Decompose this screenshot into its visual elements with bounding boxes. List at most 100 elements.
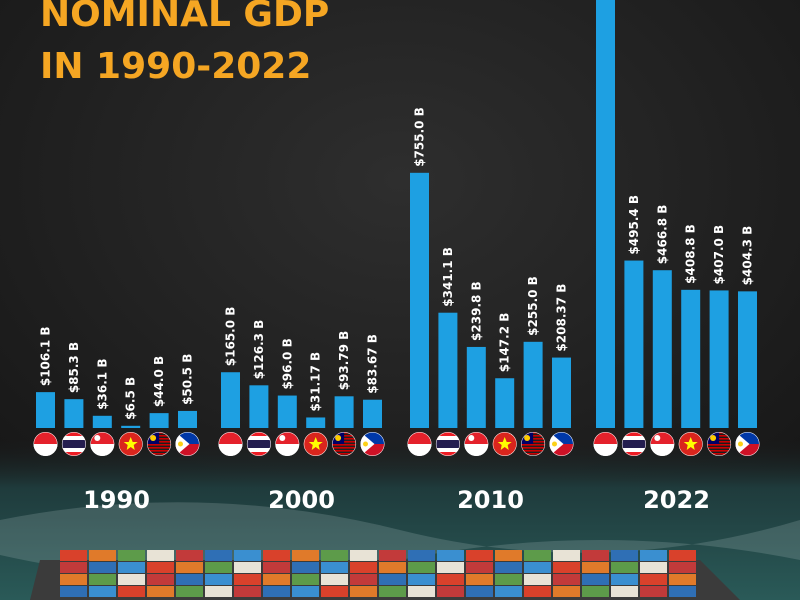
flag-part [275, 432, 300, 444]
container [379, 586, 406, 597]
flag-part [218, 432, 243, 444]
container [118, 550, 145, 561]
container [292, 574, 319, 585]
container [147, 574, 174, 585]
container [408, 550, 435, 561]
container [611, 550, 638, 561]
flag-part [707, 447, 732, 449]
flag-part [707, 450, 732, 452]
container [553, 562, 580, 573]
year-label: 2010 [457, 486, 524, 514]
bar [624, 260, 644, 428]
container [495, 574, 522, 585]
flag-part [464, 444, 489, 456]
flag [650, 432, 675, 456]
flag [593, 432, 618, 456]
value-label: $83.67 B [366, 334, 380, 394]
container [669, 586, 696, 597]
bar [681, 289, 701, 428]
container [234, 562, 261, 573]
container [263, 562, 290, 573]
container [60, 586, 87, 597]
bar [596, 0, 615, 428]
value-label: $44.0 B [152, 356, 166, 407]
container [292, 550, 319, 561]
flag [246, 432, 271, 456]
bar [552, 357, 571, 428]
bar [121, 425, 141, 428]
container [466, 562, 493, 573]
container [669, 562, 696, 573]
flag-part [90, 444, 115, 456]
ship [30, 550, 740, 600]
container [321, 586, 348, 597]
value-label: $408.8 B [684, 224, 698, 284]
container [437, 586, 464, 597]
bar [363, 399, 382, 428]
container [292, 562, 319, 573]
container [466, 550, 493, 561]
container [89, 574, 116, 585]
value-label: $407.0 B [712, 225, 726, 285]
container [379, 550, 406, 561]
bar [36, 392, 55, 428]
flag-part [521, 444, 546, 446]
container [582, 574, 609, 585]
value-label: $6.5 B [124, 377, 138, 420]
flag [61, 432, 86, 456]
container [379, 574, 406, 585]
flag [332, 432, 357, 456]
flag-part [147, 444, 172, 446]
container [205, 574, 232, 585]
flag-part [621, 440, 646, 448]
container [321, 562, 348, 573]
container [321, 550, 348, 561]
container [263, 574, 290, 585]
value-label: $255.0 B [526, 276, 540, 336]
flag-part [552, 441, 557, 447]
flag [407, 432, 432, 456]
flag-part [683, 437, 698, 450]
flag-part [468, 435, 475, 441]
bar [495, 378, 515, 428]
flag [464, 432, 489, 456]
flag-part [650, 444, 675, 456]
container [60, 550, 87, 561]
container [118, 562, 145, 573]
bar [466, 346, 486, 428]
flag-part [738, 441, 743, 447]
flag-part [654, 435, 661, 441]
container [118, 586, 145, 597]
container [466, 574, 493, 585]
flag [118, 432, 143, 456]
container [321, 574, 348, 585]
container [176, 562, 203, 573]
container [292, 586, 319, 597]
flag-part [332, 453, 357, 455]
bar [178, 410, 197, 428]
year-label: 2022 [643, 486, 710, 514]
bar [410, 172, 429, 428]
flag [678, 432, 703, 456]
year-label: 1990 [83, 486, 150, 514]
flag-part [363, 441, 368, 447]
bar [523, 341, 543, 428]
container [147, 562, 174, 573]
flag [275, 432, 300, 456]
flag-part [650, 432, 675, 444]
value-label: $126.3 B [252, 320, 266, 380]
value-label: $85.3 B [67, 342, 81, 393]
bar [64, 399, 84, 428]
container [234, 586, 261, 597]
value-label: $495.4 B [627, 195, 641, 255]
flag-part [94, 435, 101, 441]
flag [303, 432, 328, 456]
container [611, 562, 638, 573]
flag-part [497, 437, 512, 450]
container [582, 562, 609, 573]
value-label: $106.1 B [39, 326, 53, 386]
container [437, 574, 464, 585]
flag [707, 432, 732, 456]
container [582, 586, 609, 597]
